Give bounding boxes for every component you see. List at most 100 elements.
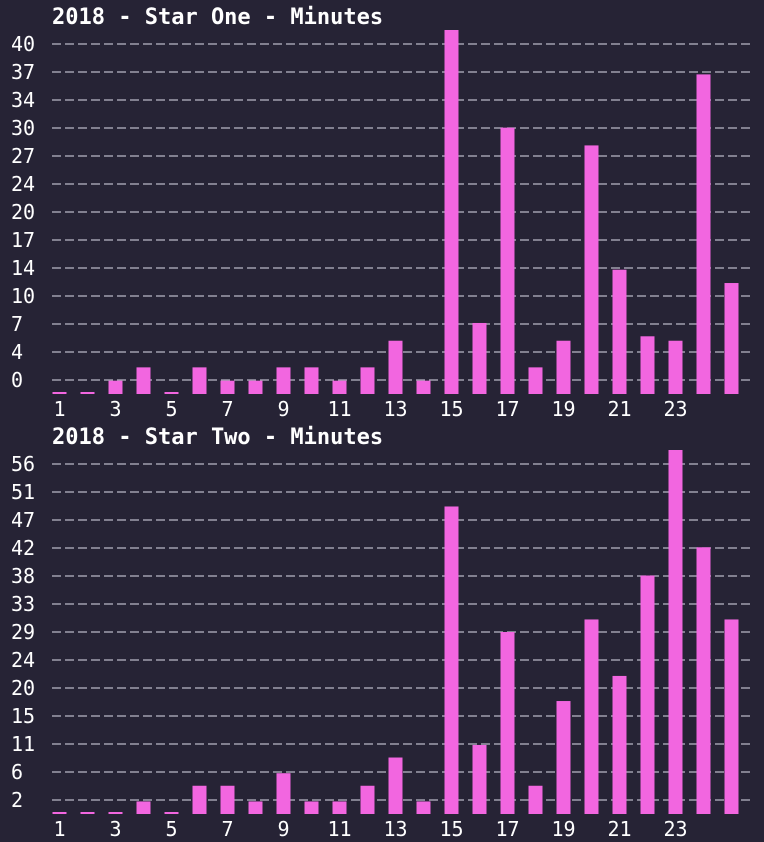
x-tick-label: 17	[495, 397, 519, 421]
y-tick-label: 6	[11, 760, 23, 784]
bar	[108, 812, 123, 814]
y-tick-label: 14	[11, 256, 35, 280]
chart-title: 2018 - Star Two - Minutes	[52, 425, 383, 450]
x-tick-label: 19	[551, 397, 575, 421]
bar	[136, 801, 151, 814]
bar	[360, 785, 375, 814]
y-tick-label: 17	[11, 228, 35, 252]
bar	[528, 785, 543, 814]
bar	[584, 619, 599, 814]
bar	[724, 619, 739, 814]
bar	[192, 785, 207, 814]
bar	[444, 30, 459, 394]
bar	[248, 801, 263, 814]
x-tick-label: 7	[221, 817, 233, 841]
y-tick-label: 37	[11, 60, 35, 84]
bar	[80, 392, 95, 394]
x-tick-label: 1	[53, 817, 65, 841]
y-tick-label: 30	[11, 116, 35, 140]
x-tick-label: 1	[53, 397, 65, 421]
chart-star-one: 2018 - Star One - Minutes403734302724201…	[11, 5, 752, 421]
bar	[696, 547, 711, 814]
bar	[136, 367, 151, 394]
y-tick-label: 0	[11, 368, 23, 392]
x-tick-label: 21	[607, 397, 631, 421]
y-tick-label: 40	[11, 32, 35, 56]
bar	[444, 506, 459, 814]
x-tick-label: 5	[165, 397, 177, 421]
bar	[696, 74, 711, 394]
bar	[388, 757, 403, 814]
bar	[556, 701, 571, 814]
bar	[108, 380, 123, 394]
y-tick-label: 11	[11, 732, 35, 756]
bar	[220, 785, 235, 814]
bar	[472, 744, 487, 814]
bar	[416, 380, 431, 394]
bar	[360, 367, 375, 394]
bar	[332, 380, 347, 394]
y-tick-label: 34	[11, 88, 35, 112]
bar	[276, 367, 291, 394]
x-tick-label: 11	[327, 817, 351, 841]
bar	[640, 336, 655, 394]
bar	[52, 392, 67, 394]
bar	[640, 575, 655, 814]
bar	[304, 801, 319, 814]
bar	[724, 283, 739, 394]
x-tick-label: 5	[165, 817, 177, 841]
y-tick-label: 27	[11, 144, 35, 168]
chart-title: 2018 - Star One - Minutes	[52, 5, 383, 30]
bar	[192, 367, 207, 394]
bar	[668, 450, 683, 814]
bar	[388, 340, 403, 394]
x-tick-label: 3	[109, 397, 121, 421]
bar	[332, 801, 347, 814]
x-tick-label: 11	[327, 397, 351, 421]
bar	[52, 812, 67, 814]
y-tick-label: 15	[11, 704, 35, 728]
x-tick-label: 15	[439, 817, 463, 841]
bar	[528, 367, 543, 394]
bar	[668, 340, 683, 394]
y-tick-label: 7	[11, 312, 23, 336]
x-tick-label: 19	[551, 817, 575, 841]
bar	[220, 380, 235, 394]
x-tick-label: 13	[383, 817, 407, 841]
bar	[584, 145, 599, 394]
bar	[500, 632, 515, 814]
x-tick-label: 3	[109, 817, 121, 841]
bar	[248, 380, 263, 394]
y-tick-label: 10	[11, 284, 35, 308]
y-tick-label: 33	[11, 592, 35, 616]
bar	[612, 675, 627, 814]
bar	[80, 812, 95, 814]
bar	[500, 127, 515, 394]
bar	[472, 322, 487, 394]
bar	[612, 269, 627, 394]
x-tick-label: 21	[607, 817, 631, 841]
x-tick-label: 17	[495, 817, 519, 841]
bar	[164, 392, 179, 394]
x-tick-label: 13	[383, 397, 407, 421]
y-tick-label: 47	[11, 508, 35, 532]
y-tick-label: 2	[11, 788, 23, 812]
bar	[164, 812, 179, 814]
x-tick-label: 15	[439, 397, 463, 421]
y-tick-label: 56	[11, 452, 35, 476]
y-tick-label: 20	[11, 200, 35, 224]
bar	[304, 367, 319, 394]
bar	[276, 773, 291, 814]
y-tick-label: 4	[11, 340, 23, 364]
y-tick-label: 24	[11, 172, 35, 196]
y-tick-label: 42	[11, 536, 35, 560]
bar	[556, 340, 571, 394]
y-tick-label: 51	[11, 480, 35, 504]
y-tick-label: 20	[11, 676, 35, 700]
y-tick-label: 29	[11, 620, 35, 644]
x-tick-label: 7	[221, 397, 233, 421]
bar	[416, 801, 431, 814]
x-tick-label: 23	[663, 397, 687, 421]
chart-star-two: 2018 - Star Two - Minutes565147423833292…	[11, 425, 752, 841]
